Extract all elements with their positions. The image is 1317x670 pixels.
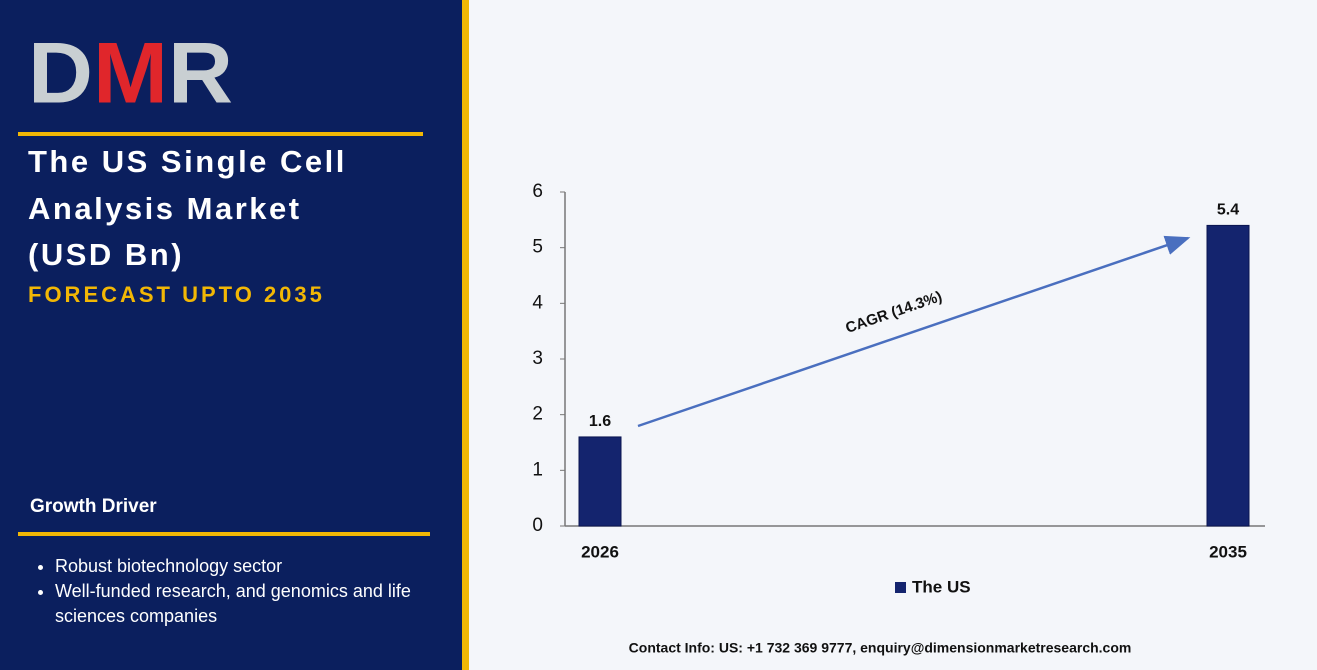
data-label: 1.6 [589,413,611,430]
y-tick-label: 5 [532,237,543,258]
y-tick-label: 2 [532,404,543,425]
logo-box: DMR [28,26,233,122]
cagr-arrow [637,235,1191,428]
driver-item: Robust biotechnology sector [55,554,435,579]
x-tick-label: 2035 [1209,542,1247,561]
y-tick-label: 4 [532,292,543,313]
annotation: CAGR (14.3%) [843,288,944,337]
legend-swatch [895,582,906,593]
driver-item: Well-funded research, and genomics and l… [55,579,435,629]
logo: DMR [28,26,233,122]
side-panel: DMR The US Single Cell Analysis Market (… [0,0,462,670]
y-tick-label: 0 [532,515,543,536]
section-heading: Growth Driver [30,496,157,517]
title-line: The US Single Cell [28,144,347,179]
subtitle: FORECAST UPTO 2035 [28,282,325,307]
accent-stripe [462,0,469,670]
bar [1206,224,1250,527]
y-tick-label: 1 [532,459,543,480]
legend-label: The US [912,577,971,596]
chart: Contact Info: US: +1 732 369 9777, enqui… [532,181,1265,656]
contact: Contact Info: US: +1 732 369 9777, enqui… [629,640,1132,656]
data-label: 5.4 [1217,202,1239,219]
x-tick-label: 2026 [581,542,619,561]
divider [18,132,423,136]
title-line: (USD Bn) [28,237,185,272]
divider [18,532,430,536]
y-tick-label: 3 [532,348,543,369]
y-tick-label: 6 [532,181,543,202]
bar [578,436,622,527]
driver-list: Robust biotechnology sectorWell-funded r… [28,554,435,629]
title-line: Analysis Market [28,191,302,226]
